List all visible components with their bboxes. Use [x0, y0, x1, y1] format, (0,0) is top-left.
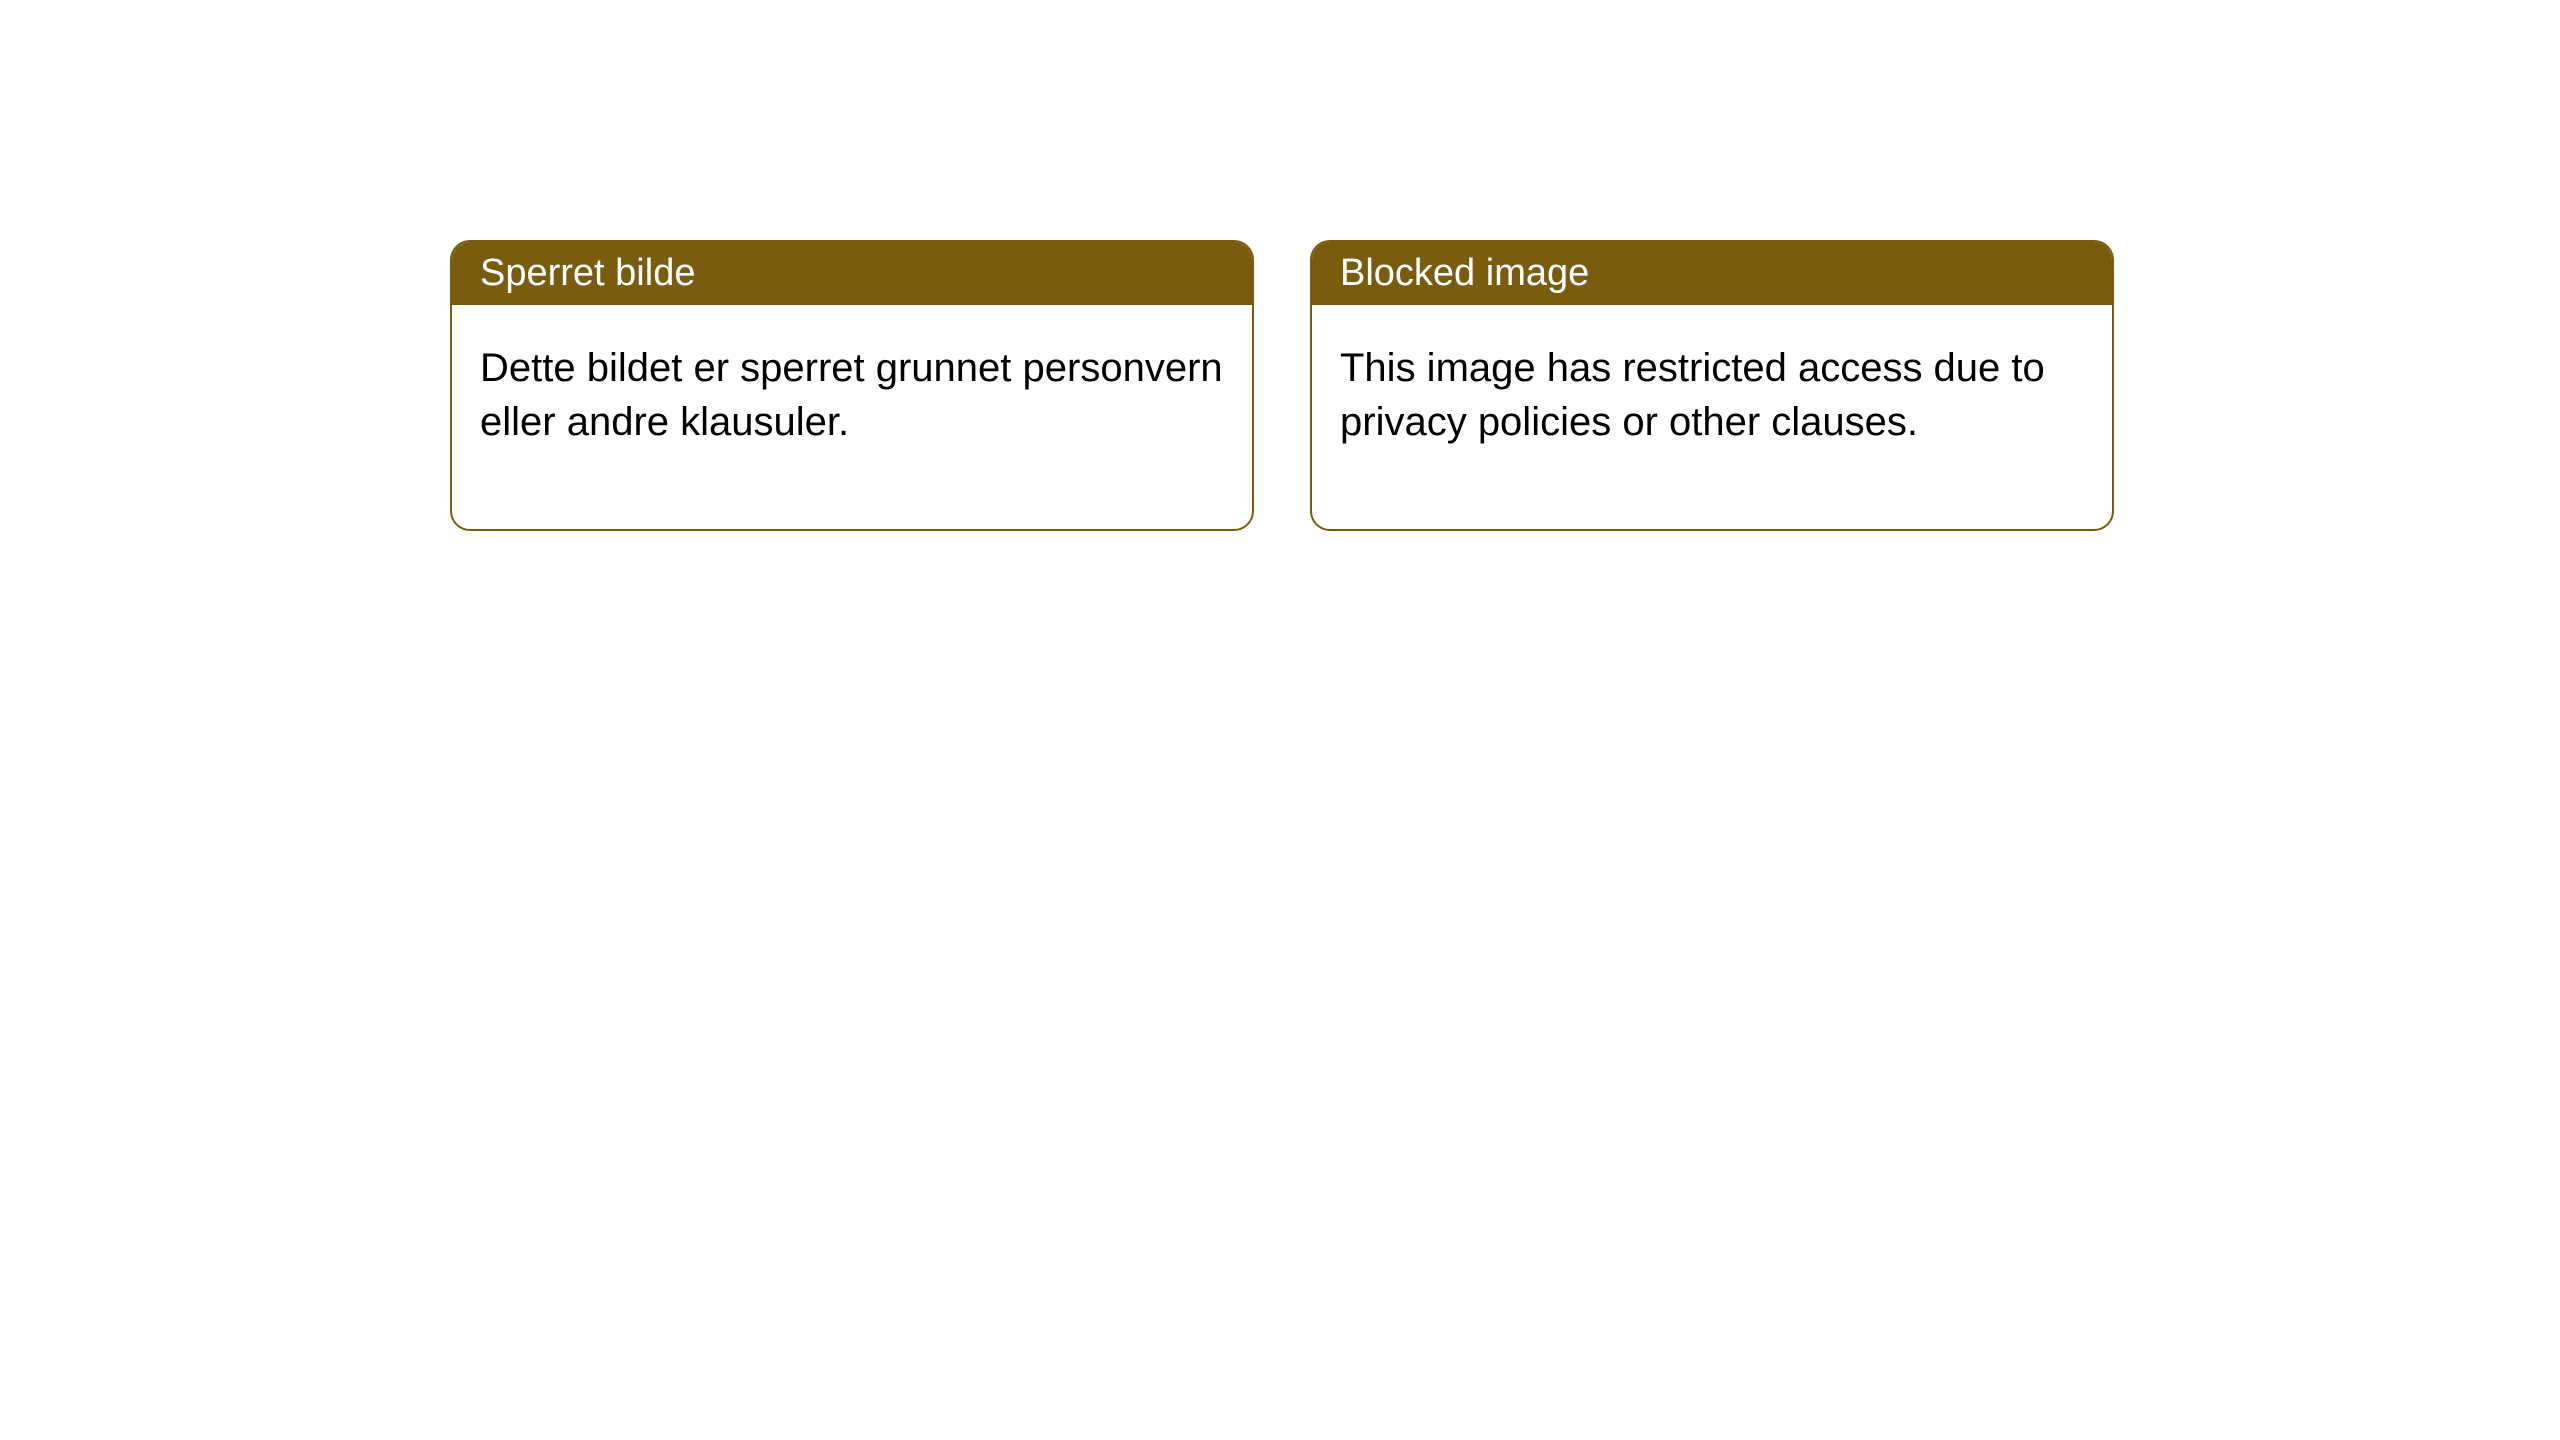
card-container: Sperret bilde Dette bildet er sperret gr… — [450, 240, 2114, 531]
blocked-image-card-norwegian: Sperret bilde Dette bildet er sperret gr… — [450, 240, 1254, 531]
card-header: Sperret bilde — [452, 242, 1252, 305]
card-body-text: This image has restricted access due to … — [1340, 346, 2045, 444]
card-body: Dette bildet er sperret grunnet personve… — [452, 305, 1252, 529]
card-title: Sperret bilde — [480, 252, 695, 294]
card-header: Blocked image — [1312, 242, 2112, 305]
card-body: This image has restricted access due to … — [1312, 305, 2112, 529]
card-title: Blocked image — [1340, 252, 1589, 294]
blocked-image-card-english: Blocked image This image has restricted … — [1310, 240, 2114, 531]
card-body-text: Dette bildet er sperret grunnet personve… — [480, 346, 1223, 444]
